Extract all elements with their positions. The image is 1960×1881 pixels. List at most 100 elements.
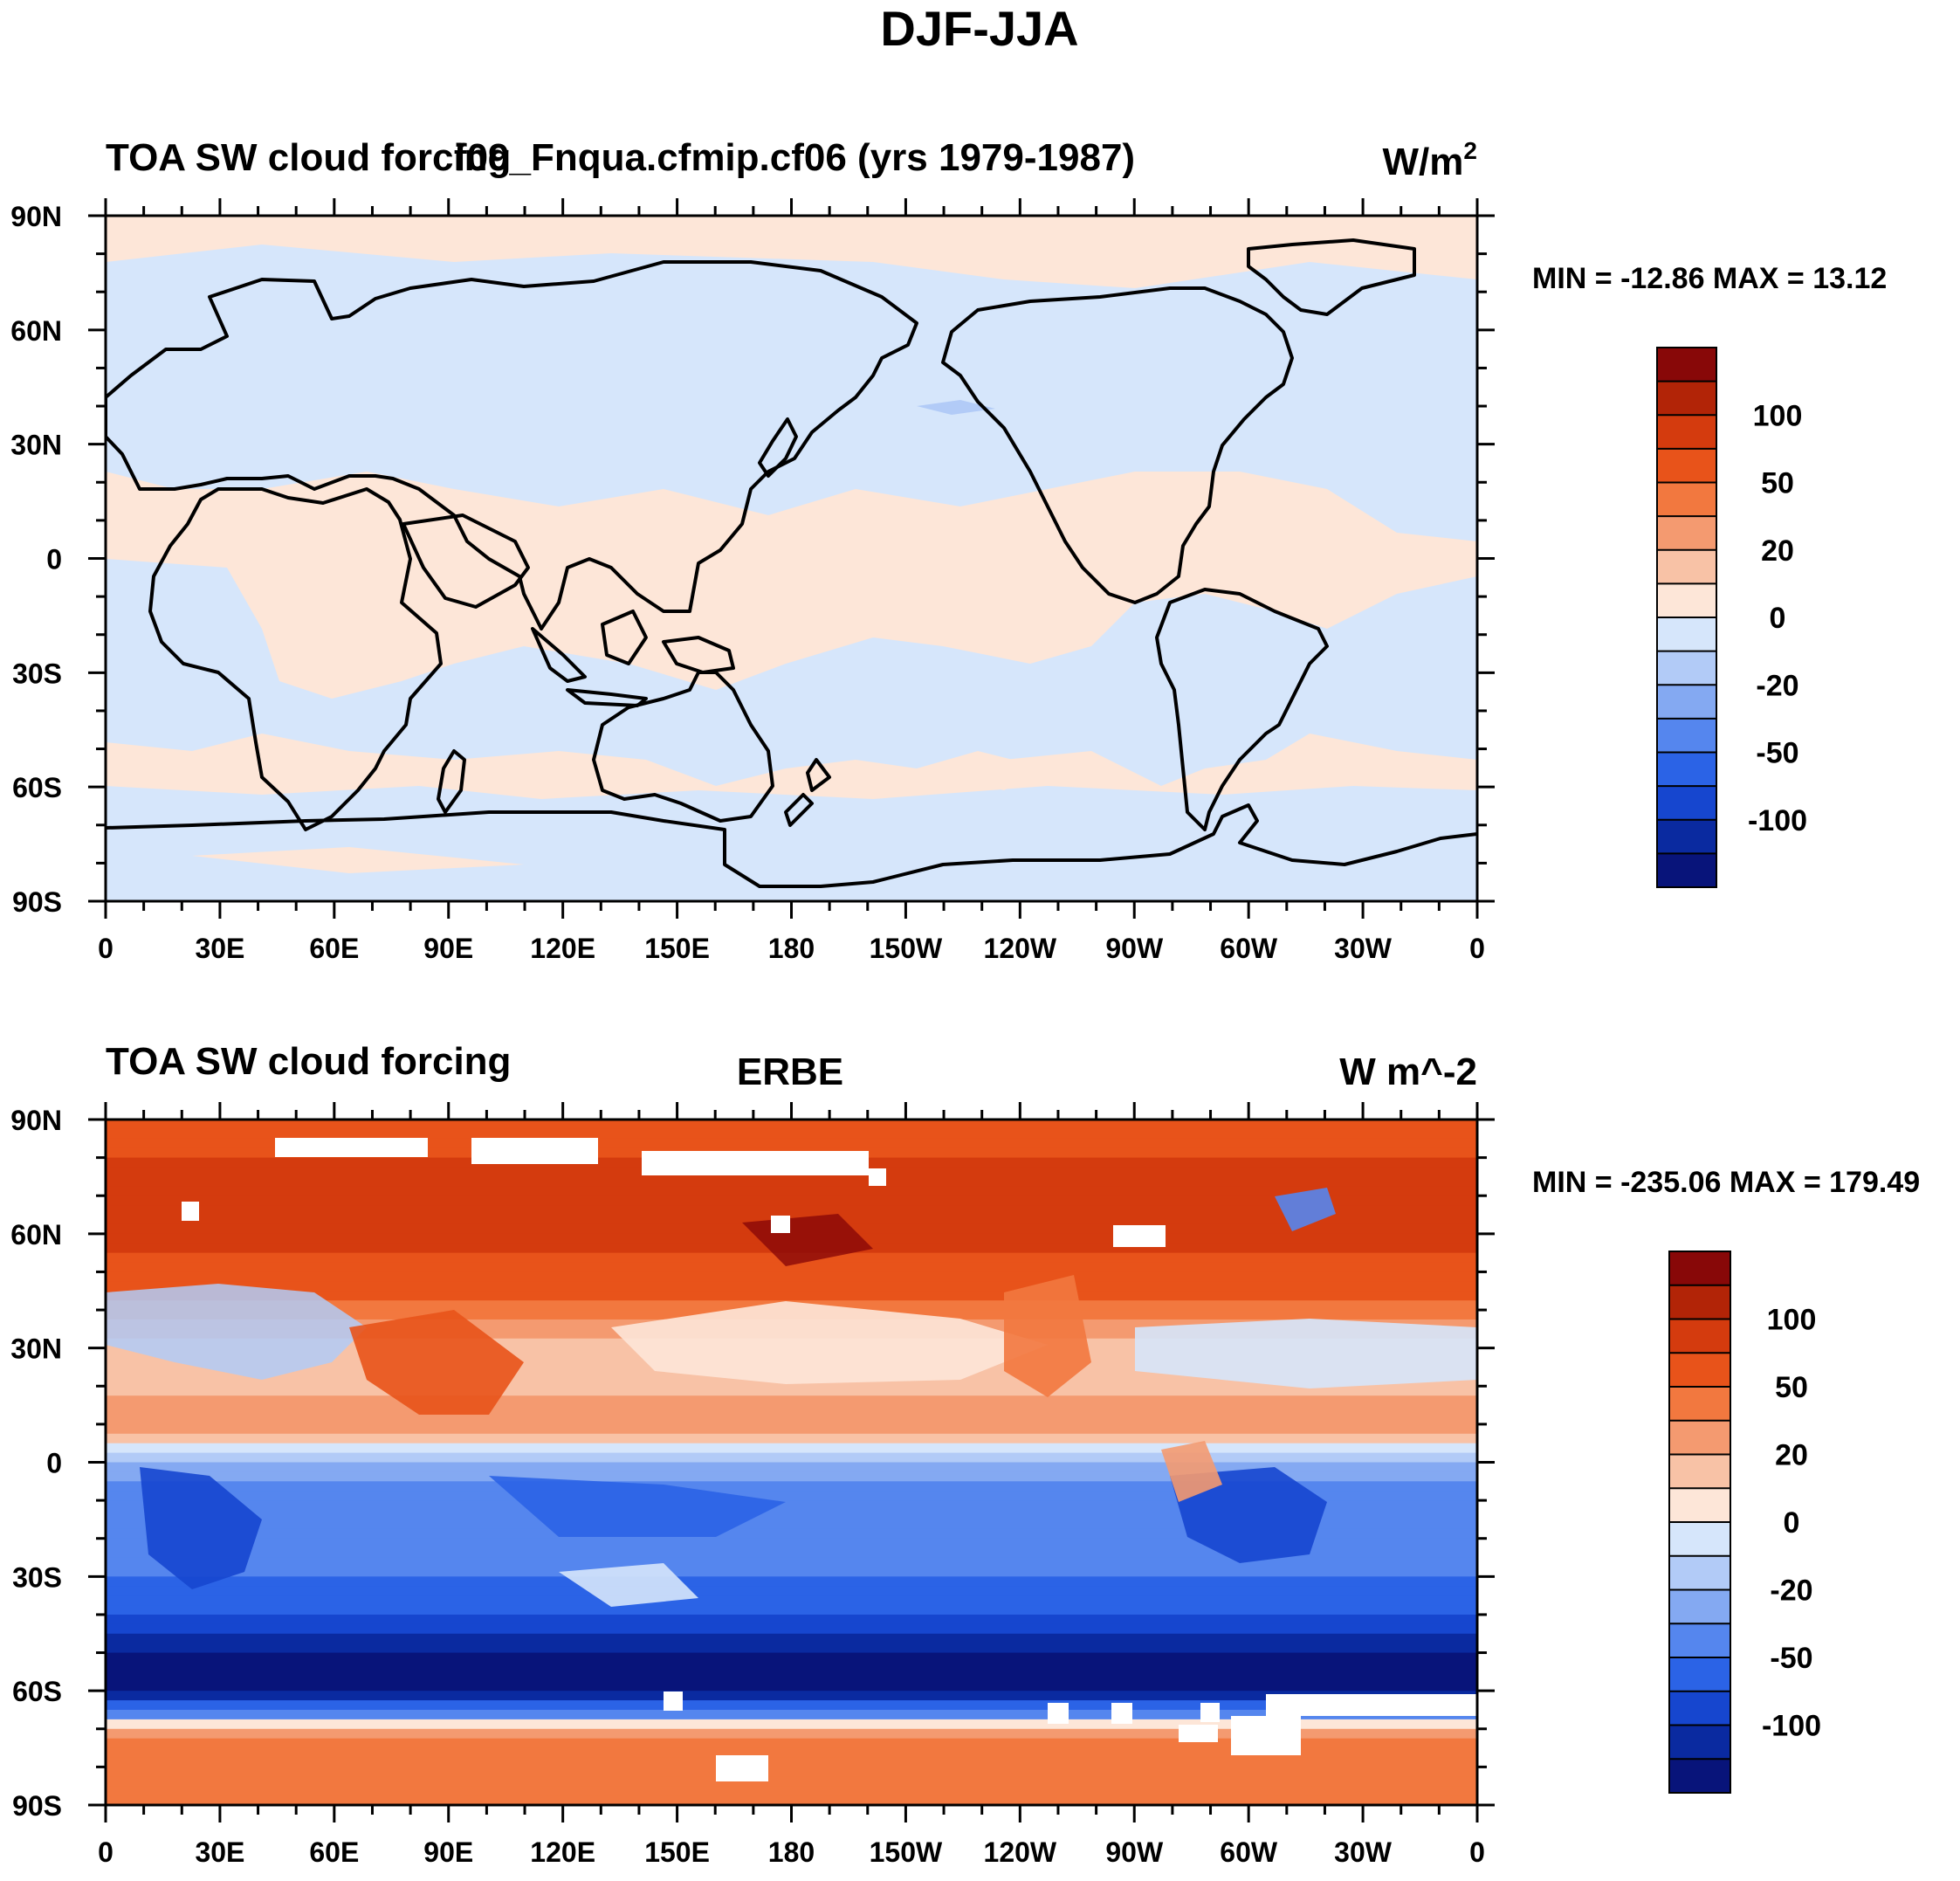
colorbar-box (1657, 448, 1716, 483)
y-tick-label: 0 (46, 544, 62, 575)
zonal-band (106, 1671, 1477, 1682)
colorbar-label: -50 (1770, 1642, 1812, 1675)
zonal-band (106, 1786, 1477, 1796)
x-tick-label: 0 (98, 933, 113, 964)
zonal-band (106, 1500, 1477, 1511)
zonal-band (106, 1395, 1477, 1406)
x-tick-label: 60E (309, 1836, 359, 1868)
zonal-band (106, 1776, 1477, 1787)
x-tick-label: 90E (423, 933, 473, 964)
x-tick-label: 30W (1334, 1836, 1393, 1868)
colorbar-box (1669, 1488, 1730, 1523)
zonal-band (106, 1757, 1477, 1767)
zonal-band (106, 1405, 1477, 1416)
y-tick-label: 60N (10, 1219, 62, 1251)
colorbar-box (1669, 1420, 1730, 1455)
colorbar-box (1657, 853, 1716, 888)
colorbar-box (1657, 752, 1716, 787)
x-tick-label: 180 (768, 933, 815, 964)
zonal-band (106, 1623, 1477, 1635)
zonal-band (106, 1462, 1477, 1473)
panel-obs-title-center: ERBE (737, 1051, 843, 1093)
y-tick-label: 0 (46, 1448, 62, 1479)
zonal-band (106, 1767, 1477, 1777)
colorbar-box (1657, 549, 1716, 584)
zonal-band (106, 1547, 1477, 1559)
x-tick-label: 30E (195, 1836, 244, 1868)
colorbar-box (1669, 1657, 1730, 1692)
x-tick-label: 180 (768, 1836, 815, 1868)
zonal-band (106, 1519, 1477, 1530)
colorbar-label: -20 (1756, 669, 1798, 702)
colorbar-box (1669, 1623, 1730, 1658)
panel-obs-units: W m^-2 (1339, 1051, 1477, 1093)
zonal-band (106, 1557, 1477, 1568)
colorbar-label: 100 (1753, 399, 1803, 432)
x-tick-label: 90E (423, 1836, 473, 1868)
zonal-band (106, 1738, 1477, 1749)
colorbar-box (1669, 1319, 1730, 1354)
obs-missing-data (182, 1138, 1477, 1781)
colorbar-box (1657, 617, 1716, 652)
zonal-band (106, 1452, 1477, 1464)
colorbar-box (1657, 651, 1716, 686)
y-tick-label: 90N (10, 201, 62, 232)
zonal-band (106, 1576, 1477, 1587)
x-tick-label: 150W (870, 1836, 943, 1868)
x-tick-label: 30W (1334, 933, 1393, 964)
colorbar-label: 20 (1775, 1439, 1808, 1472)
x-tick-label: 90W (1105, 1836, 1164, 1868)
colorbar-box (1657, 786, 1716, 821)
zonal-band (106, 1586, 1477, 1596)
colorbar-label: 0 (1770, 602, 1786, 635)
zonal-band (106, 1538, 1477, 1549)
x-tick-label: 30E (195, 933, 244, 964)
obs-field (106, 1120, 1477, 1805)
colorbar-frame (1656, 347, 1717, 888)
zonal-band (106, 1747, 1477, 1759)
obs-min-max: MIN = -235.06 MAX = 179.49 (1532, 1166, 1920, 1199)
zonal-band (106, 1491, 1477, 1501)
x-tick-label: 0 (98, 1836, 113, 1868)
obs-y-tick-labels: 90N 60N 30N 0 30S 60S 90S (10, 1105, 62, 1822)
obs-ticks (88, 1102, 1495, 1822)
zonal-band (106, 1138, 1477, 1149)
colorbar-label: 50 (1775, 1371, 1808, 1404)
x-tick-label: 120E (530, 1836, 595, 1868)
x-tick-label: 90W (1105, 933, 1164, 964)
colorbar-box (1657, 685, 1716, 720)
colorbar-box (1669, 1555, 1730, 1590)
panel-model-title-center: f09_Fnqua.cfmip.cf06 (yrs 1979-1987) (454, 136, 1135, 179)
zonal-band (106, 1662, 1477, 1672)
x-tick-label: 150E (644, 933, 710, 964)
colorbar-box (1657, 348, 1716, 382)
panel-model: TOA SW cloud forcing f09_Fnqua.cfmip.cf0… (10, 136, 1887, 964)
zonal-band (106, 1186, 1477, 1196)
x-tick-label: 150E (644, 1836, 710, 1868)
obs-x-tick-labels: 0 30E 60E 90E 120E 150E 180 150W 120W 90W 60W 30W 0 (98, 1836, 1485, 1868)
zonal-band (106, 1120, 1477, 1130)
zonal-band (106, 1652, 1477, 1664)
model-negative-region (106, 245, 1477, 541)
zonal-band (106, 1709, 1477, 1720)
figure-title: DJF-JJA (880, 1, 1078, 56)
colorbar-box (1669, 1589, 1730, 1624)
y-tick-label: 60N (10, 315, 62, 347)
colorbar-box (1669, 1454, 1730, 1489)
zonal-band (106, 1691, 1477, 1701)
colorbar-label: -20 (1770, 1574, 1812, 1608)
model-field (106, 216, 1477, 901)
zonal-band (106, 1605, 1477, 1616)
colorbar-box (1669, 1285, 1730, 1319)
colorbar-box (1657, 516, 1716, 551)
zonal-band (106, 1281, 1477, 1292)
panel-obs: TOA SW cloud forcing ERBE W m^-2 (10, 1040, 1920, 1868)
zonal-band (106, 1595, 1477, 1606)
zonal-band (106, 1614, 1477, 1625)
zonal-band (106, 1510, 1477, 1520)
x-tick-label: 60W (1220, 1836, 1278, 1868)
x-tick-label: 120W (984, 1836, 1057, 1868)
colorbar-box (1669, 1725, 1730, 1760)
x-tick-label: 120E (530, 933, 595, 964)
